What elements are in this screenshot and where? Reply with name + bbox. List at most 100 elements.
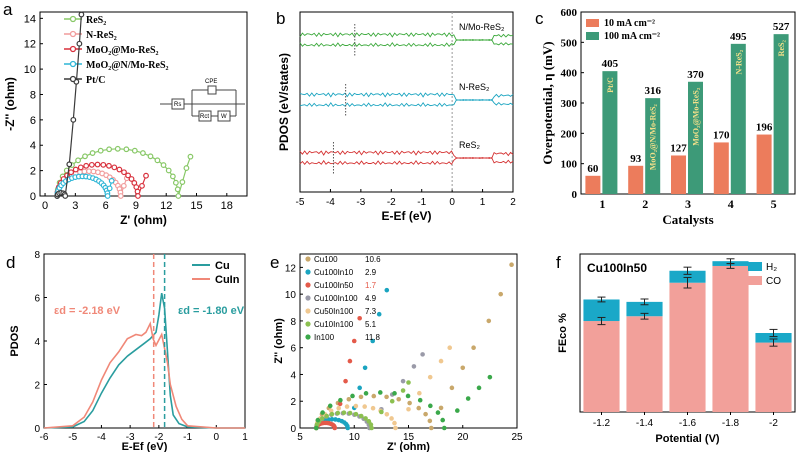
y-tick-label: 500 <box>561 37 578 49</box>
data-point <box>114 145 121 152</box>
y-axis-label: FEco % <box>557 313 569 353</box>
bar-value-label: 127 <box>670 142 687 154</box>
legend-label: Cu50In100 <box>314 307 354 316</box>
data-point <box>320 410 325 415</box>
resistor-rs <box>171 98 185 110</box>
legend-label: In100 <box>314 333 335 342</box>
data-point <box>442 425 447 431</box>
data-point <box>371 393 377 399</box>
y-tick-label: 4 <box>290 370 296 381</box>
legend-label: ReS₂ <box>86 15 106 26</box>
legend-value: 11.8 <box>365 333 381 342</box>
x-tick-label: 12 <box>160 200 172 212</box>
panel-b: b -5 -4 -3 -2 -1 0 1 2 E-Ef (eV) PDOS (eV/states) N… <box>276 9 516 223</box>
data-point <box>346 396 352 402</box>
panel-f: f Cu100In50 Potential (V) FEco % -1.2 -1.4 -1.… <box>556 253 796 445</box>
legend-label: Cu100 <box>314 255 338 264</box>
data-point <box>509 262 514 268</box>
data-point <box>405 393 411 399</box>
data-point <box>100 161 107 168</box>
bar-value-label: 495 <box>730 31 747 43</box>
bar-inner-label: MoO₂@N/Mo-ReS₂ <box>649 104 658 171</box>
x-tick-label: -1.8 <box>722 418 740 429</box>
data-point <box>183 165 190 171</box>
x-axis-label: Potential (V) <box>655 433 720 445</box>
bar-value-label: 170 <box>713 129 730 141</box>
x-axis-label: E-Ef (eV) <box>381 209 431 223</box>
y-tick-label: 14 <box>24 13 36 25</box>
data-point <box>358 413 364 419</box>
data-point <box>125 172 131 179</box>
plot-frame <box>299 11 514 193</box>
x-tick-label: -4 <box>326 197 335 208</box>
x-tick-label: -1.2 <box>593 418 611 429</box>
data-point <box>406 380 411 385</box>
legend-value: 10.6 <box>365 255 381 264</box>
data-point <box>106 162 112 169</box>
data-point <box>389 398 395 404</box>
panel-a: a 0 3 6 9 12 15 18 0 2 4 6 8 10 12 14 Z' (ohm) -Z'' (ohm)… <box>3 0 248 227</box>
data-point <box>172 179 179 186</box>
x-tick-label: 25 <box>511 432 523 443</box>
y-tick-label: 8 <box>30 89 36 101</box>
data-point <box>407 400 412 406</box>
legend-marker <box>69 60 77 68</box>
data-point <box>487 374 493 380</box>
x-tick-label: 15 <box>190 200 202 212</box>
x-tick-label: -1.6 <box>679 418 697 429</box>
x-tick-label: 1 <box>480 197 486 208</box>
data-point <box>460 365 466 371</box>
data-point <box>104 193 111 199</box>
y-tick-label: 300 <box>561 98 578 110</box>
data-point <box>357 385 362 391</box>
legend-label: MoO₂@N/Mo-ReS₂ <box>86 60 169 71</box>
data-point <box>97 147 104 154</box>
data-point <box>357 315 362 321</box>
panel-label: d <box>6 253 15 272</box>
legend-marker <box>305 256 311 262</box>
y-tick-label: 0 <box>34 424 40 435</box>
data-point <box>368 422 374 427</box>
equivalent-circuit: CPE Rs Rct W <box>160 79 245 122</box>
x-tick-label: 9 <box>133 200 139 212</box>
data-point <box>417 397 423 403</box>
d-band-center-label: εd = -2.18 eV <box>54 305 121 317</box>
x-tick-label: 1 <box>242 432 248 443</box>
x-tick-label: 3 <box>72 200 78 212</box>
data-point <box>76 40 83 47</box>
data-point <box>370 338 375 344</box>
x-tick-label: -4 <box>97 432 106 443</box>
bar-0 <box>756 134 772 194</box>
y-tick-label: 4 <box>30 140 36 152</box>
y-tick-label: 10 <box>24 64 36 76</box>
y-axis-label: Overpotential, η (mV) <box>540 41 555 164</box>
x-tick-label: -2 <box>154 432 163 443</box>
x-tick-label: -3 <box>356 197 365 208</box>
y-tick-label: 200 <box>561 128 578 140</box>
data-point <box>106 146 113 153</box>
x-tick-label: 5 <box>297 432 303 443</box>
circuit-label: Rct <box>200 114 209 120</box>
legend-label: Cu10In100 <box>314 320 354 329</box>
data-point <box>396 396 402 402</box>
x-tick-label: -2 <box>769 418 778 429</box>
y-tick-label: 4 <box>34 337 40 348</box>
data-point <box>324 413 329 419</box>
pdos-spin-up-2 <box>299 150 514 159</box>
panel-label: a <box>3 0 13 19</box>
x-tick-label: 0 <box>214 432 220 443</box>
data-point <box>120 182 127 189</box>
data-point <box>406 406 411 412</box>
pdos-line-1 <box>43 321 245 429</box>
pdos-spin-up-1 <box>299 92 514 101</box>
y-tick-label: 2 <box>290 397 296 408</box>
x-tick-label: 0 <box>42 200 48 212</box>
data-point <box>313 425 319 431</box>
y-tick-label: 6 <box>34 294 40 305</box>
data-point <box>175 193 182 199</box>
data-point <box>329 411 335 417</box>
x-tick-label: -2 <box>387 197 396 208</box>
legend-swatch <box>748 276 762 285</box>
bar-inner-label: N-ReS₂ <box>734 49 743 74</box>
data-point <box>111 164 118 171</box>
